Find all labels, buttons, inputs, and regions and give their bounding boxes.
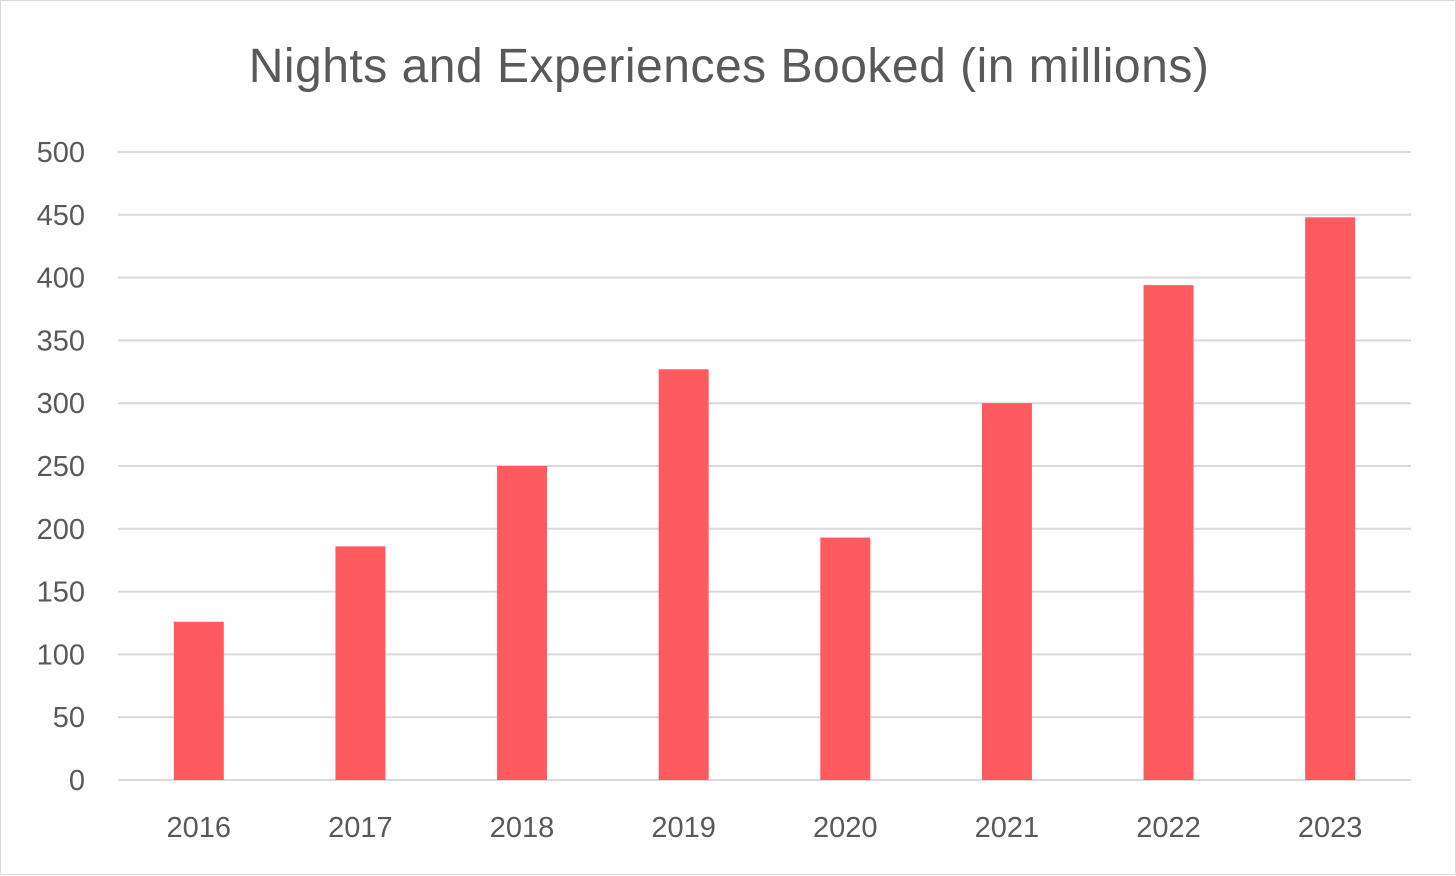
x-tick-label: 2022 xyxy=(1136,812,1201,844)
bar-2022 xyxy=(1143,285,1194,780)
y-tick-label: 0 xyxy=(69,765,85,797)
y-tick-label: 500 xyxy=(37,137,85,169)
x-tick-label: 2018 xyxy=(490,812,555,844)
chart-title: Nights and Experiences Booked (in millio… xyxy=(248,40,1210,93)
y-tick-label: 350 xyxy=(37,325,85,357)
x-tick-label: 2020 xyxy=(813,812,878,844)
x-axis-ticks: 2016 2017 2018 2019 2020 2021 2022 2023 xyxy=(167,812,1363,844)
x-tick-label: 2021 xyxy=(975,812,1040,844)
bar-2023 xyxy=(1305,217,1356,780)
y-tick-label: 300 xyxy=(37,388,85,420)
y-axis-ticks: 0 50 100 150 200 250 300 350 400 450 500 xyxy=(37,137,85,797)
bar-2020 xyxy=(820,537,871,780)
y-tick-label: 250 xyxy=(37,451,85,483)
x-tick-label: 2019 xyxy=(651,812,716,844)
bar-2017 xyxy=(335,546,386,780)
bar-2018 xyxy=(497,466,548,780)
x-tick-label: 2016 xyxy=(167,812,232,844)
bar-2016 xyxy=(173,621,224,780)
bar-2021 xyxy=(981,403,1032,780)
bars xyxy=(173,217,1356,780)
y-tick-label: 50 xyxy=(53,702,85,734)
y-tick-label: 100 xyxy=(37,639,85,671)
x-tick-label: 2023 xyxy=(1298,812,1363,844)
y-tick-label: 450 xyxy=(37,200,85,232)
gridlines xyxy=(118,151,1411,781)
x-tick-label: 2017 xyxy=(328,812,393,844)
y-tick-label: 150 xyxy=(37,577,85,609)
y-tick-label: 400 xyxy=(37,263,85,295)
y-tick-label: 200 xyxy=(37,514,85,546)
bar-2019 xyxy=(658,369,709,780)
